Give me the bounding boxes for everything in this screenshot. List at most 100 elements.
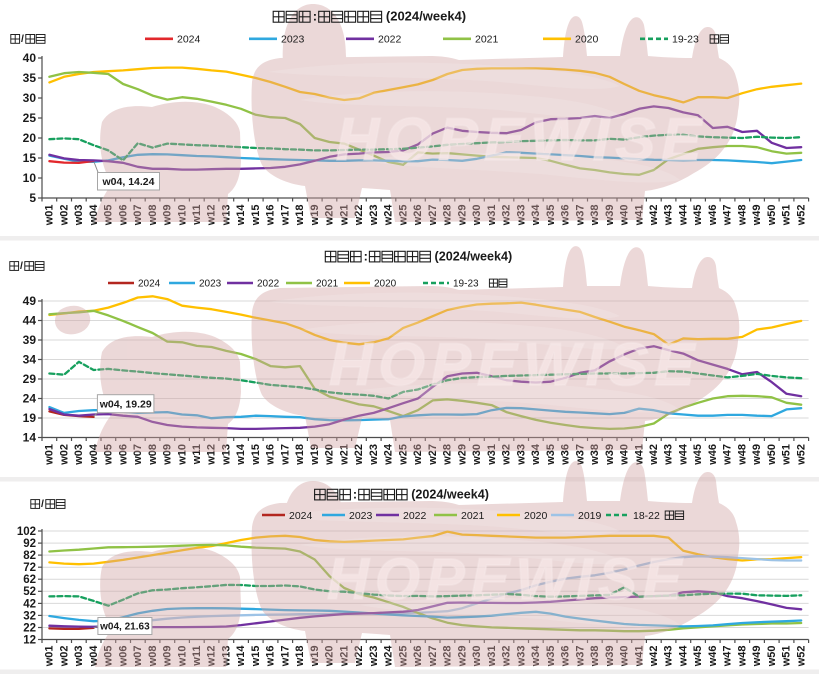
svg-text:w18: w18	[294, 205, 306, 227]
svg-text:2020: 2020	[374, 279, 397, 290]
svg-text:w23: w23	[368, 205, 380, 227]
svg-text:w29: w29	[456, 205, 468, 227]
svg-text:w12: w12	[206, 444, 218, 466]
svg-text:2021: 2021	[461, 510, 485, 522]
svg-text:44: 44	[23, 314, 37, 328]
svg-text:19-23: 19-23	[672, 34, 699, 46]
svg-text:w38: w38	[589, 205, 601, 227]
svg-text:18-22: 18-22	[633, 510, 660, 522]
svg-text:w13: w13	[221, 205, 233, 227]
svg-text:w19: w19	[309, 646, 321, 668]
svg-text:49: 49	[23, 294, 37, 308]
svg-text:12: 12	[23, 634, 36, 646]
svg-text:w33: w33	[515, 205, 527, 227]
svg-text:w23: w23	[368, 444, 380, 466]
svg-text:w01: w01	[44, 444, 56, 466]
svg-text:w31: w31	[486, 205, 498, 227]
svg-text:102: 102	[17, 526, 36, 538]
svg-text:w30: w30	[471, 646, 483, 668]
svg-text:w40: w40	[619, 444, 631, 466]
svg-text:w38: w38	[589, 444, 601, 466]
svg-text:HOPEWISE: HOPEWISE	[329, 331, 700, 398]
svg-text:29: 29	[23, 372, 37, 386]
svg-text:30: 30	[23, 91, 37, 105]
svg-text:2022: 2022	[378, 34, 402, 46]
svg-text:w32: w32	[501, 444, 513, 466]
svg-text:w44: w44	[678, 204, 690, 227]
svg-text:w35: w35	[545, 646, 557, 668]
svg-text:2023: 2023	[281, 34, 305, 46]
svg-text:5: 5	[29, 191, 36, 205]
svg-text:/: /	[20, 260, 23, 272]
svg-text:w36: w36	[560, 205, 572, 227]
svg-text:62: 62	[23, 574, 36, 586]
svg-text:w45: w45	[692, 444, 704, 466]
svg-text:w42: w42	[648, 646, 660, 668]
svg-text:w13: w13	[221, 646, 233, 668]
svg-text:w52: w52	[795, 205, 807, 227]
svg-text:w13: w13	[221, 444, 233, 466]
svg-text:w45: w45	[692, 646, 704, 668]
svg-text:w29: w29	[456, 444, 468, 466]
svg-text::: :	[313, 9, 317, 24]
svg-text:w07: w07	[132, 444, 144, 466]
svg-text::: :	[364, 249, 368, 263]
svg-text::: :	[353, 487, 357, 501]
svg-text:w50: w50	[766, 444, 778, 466]
svg-text:w46: w46	[707, 646, 719, 668]
svg-text:10: 10	[23, 171, 37, 185]
svg-text:32: 32	[23, 610, 36, 622]
svg-text:15: 15	[23, 151, 37, 165]
svg-text:w03: w03	[73, 646, 85, 668]
svg-text:w28: w28	[442, 646, 454, 668]
svg-text:w05: w05	[103, 205, 115, 227]
svg-text:w28: w28	[442, 444, 454, 466]
svg-text:40: 40	[23, 51, 37, 65]
svg-text:w07: w07	[132, 646, 144, 668]
svg-text:w44: w44	[678, 443, 690, 466]
svg-text:w26: w26	[412, 205, 424, 227]
svg-text:2024: 2024	[289, 510, 313, 522]
svg-text:w15: w15	[250, 646, 262, 668]
svg-text:w04: w04	[88, 443, 100, 466]
svg-text:w41: w41	[633, 444, 645, 466]
svg-text:w42: w42	[648, 205, 660, 227]
svg-text:2021: 2021	[316, 279, 339, 290]
svg-text:w11: w11	[191, 205, 203, 226]
svg-text:2019: 2019	[578, 510, 602, 522]
svg-text:w41: w41	[633, 646, 645, 668]
svg-text:w36: w36	[560, 646, 572, 668]
svg-text:w08: w08	[147, 646, 159, 668]
svg-text:w28: w28	[442, 205, 454, 227]
svg-text:19: 19	[23, 411, 37, 425]
svg-text:w06: w06	[117, 646, 129, 668]
svg-text:w36: w36	[560, 444, 572, 466]
svg-text:24: 24	[23, 392, 37, 406]
svg-text:w09: w09	[162, 444, 174, 466]
svg-text:w25: w25	[397, 205, 409, 227]
svg-text:w42: w42	[648, 444, 660, 466]
svg-text:w22: w22	[353, 646, 365, 668]
svg-text:w31: w31	[486, 444, 498, 466]
svg-text:25: 25	[23, 111, 37, 125]
svg-text:w12: w12	[206, 205, 218, 227]
svg-text:w02: w02	[58, 646, 70, 668]
svg-text:w50: w50	[766, 205, 778, 227]
svg-text:w52: w52	[795, 444, 807, 466]
svg-text:w14: w14	[235, 204, 247, 227]
svg-text:w47: w47	[722, 205, 734, 227]
svg-text:w10: w10	[176, 205, 188, 227]
svg-text:w25: w25	[397, 444, 409, 466]
svg-text:w06: w06	[117, 444, 129, 466]
svg-text:w51: w51	[781, 646, 793, 668]
svg-text:39: 39	[23, 333, 37, 347]
svg-text:14: 14	[23, 431, 37, 445]
svg-text:w35: w35	[545, 444, 557, 466]
svg-text:w17: w17	[279, 646, 291, 668]
svg-text:(2024/week4): (2024/week4)	[435, 249, 513, 263]
svg-text:w51: w51	[781, 444, 793, 466]
svg-text:w44: w44	[678, 645, 690, 668]
svg-text:w12: w12	[206, 646, 218, 668]
svg-text:w01: w01	[44, 646, 56, 668]
svg-text:w22: w22	[353, 444, 365, 466]
